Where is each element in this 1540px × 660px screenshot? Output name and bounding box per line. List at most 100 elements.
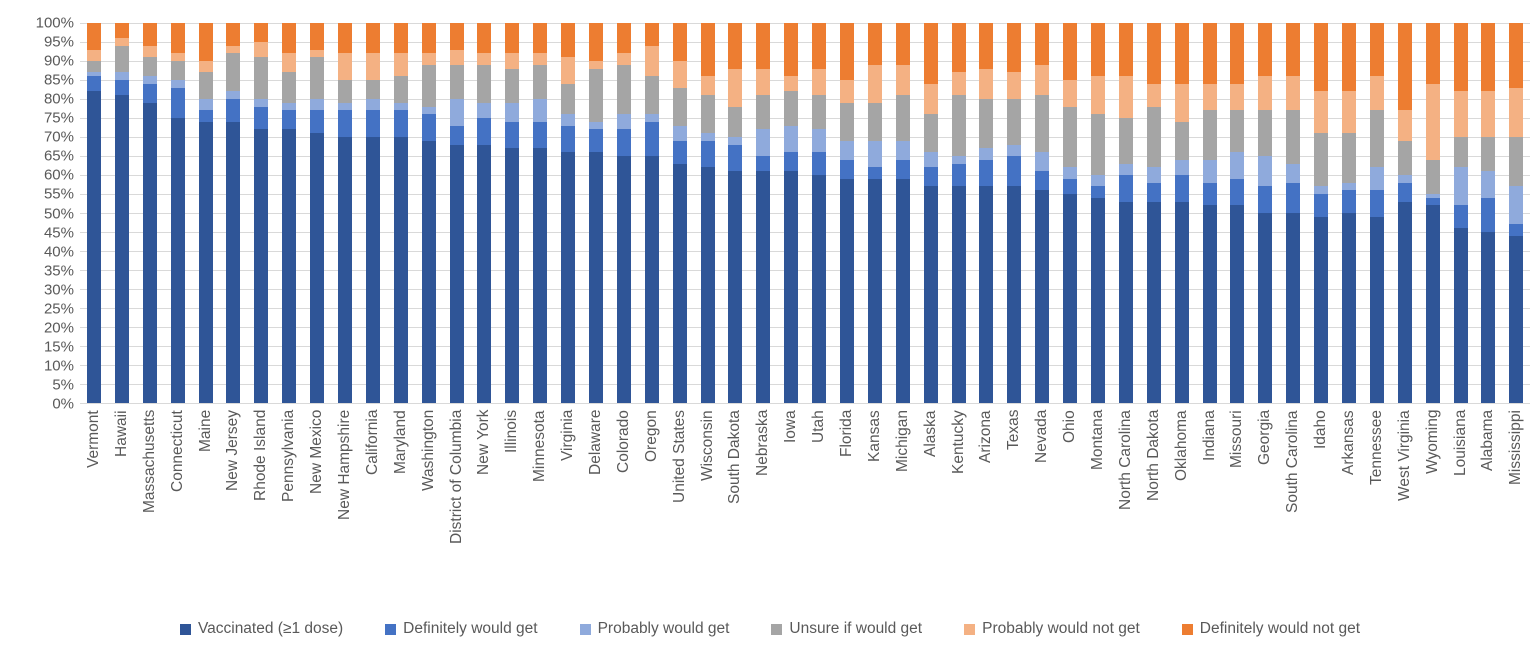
bar-segment bbox=[561, 125, 576, 153]
bar-segment bbox=[393, 137, 408, 403]
bar-segment bbox=[226, 53, 241, 92]
bar-segment bbox=[1425, 83, 1440, 160]
bar-segment bbox=[728, 171, 743, 403]
bar-segment bbox=[393, 23, 408, 54]
x-axis-label: Indiana bbox=[1200, 410, 1218, 461]
x-label-cell: New York bbox=[470, 410, 498, 606]
bar-new-hampshire bbox=[337, 23, 352, 403]
bar-segment bbox=[1481, 197, 1496, 232]
x-axis-label: Vermont bbox=[84, 410, 102, 468]
bar-georgia bbox=[1258, 23, 1273, 403]
bars-container bbox=[80, 23, 1530, 403]
bar-segment bbox=[1118, 163, 1133, 176]
bar-segment bbox=[254, 106, 269, 130]
y-tick-label: 5% bbox=[52, 376, 74, 394]
gridline bbox=[80, 61, 1530, 62]
bar-segment bbox=[561, 114, 576, 126]
bar-segment bbox=[895, 23, 910, 65]
bar-segment bbox=[1007, 144, 1022, 157]
bar-segment bbox=[365, 110, 380, 137]
x-axis-label: Rhode Island bbox=[252, 410, 270, 502]
bar-segment bbox=[979, 68, 994, 100]
bar-segment bbox=[142, 23, 157, 46]
bar-south-dakota bbox=[728, 23, 743, 403]
bar-rhode-island bbox=[254, 23, 269, 403]
x-axis-label: Missouri bbox=[1228, 410, 1246, 468]
x-label-cell: Alaska bbox=[917, 410, 945, 606]
bar-segment bbox=[812, 95, 827, 130]
bar-segment bbox=[1369, 110, 1384, 168]
bar-segment bbox=[505, 148, 520, 403]
bar-segment bbox=[421, 140, 436, 403]
bar-segment bbox=[421, 64, 436, 107]
bar-massachusetts bbox=[142, 23, 157, 403]
bar-segment bbox=[337, 80, 352, 103]
bar-segment bbox=[365, 80, 380, 100]
bar-column bbox=[387, 23, 415, 403]
bar-segment bbox=[784, 91, 799, 126]
bar-new-mexico bbox=[310, 23, 325, 403]
bar-segment bbox=[1397, 140, 1412, 176]
bar-segment bbox=[1314, 91, 1329, 134]
x-axis-label: New Mexico bbox=[308, 410, 326, 495]
x-label-cell: West Virginia bbox=[1391, 410, 1419, 606]
bar-segment bbox=[923, 114, 938, 153]
bar-nebraska bbox=[756, 23, 771, 403]
bar-column bbox=[638, 23, 666, 403]
bar-segment bbox=[1091, 186, 1105, 198]
bar-north-dakota bbox=[1146, 23, 1161, 403]
bar-segment bbox=[310, 49, 325, 58]
bar-segment bbox=[728, 68, 743, 107]
bar-segment bbox=[310, 23, 325, 50]
bar-segment bbox=[86, 72, 101, 77]
bar-new-york bbox=[477, 23, 492, 403]
x-axis-label: Nevada bbox=[1033, 410, 1051, 464]
bar-column bbox=[247, 23, 275, 403]
bar-segment bbox=[784, 152, 799, 172]
bar-column bbox=[359, 23, 387, 403]
bar-segment bbox=[1342, 133, 1357, 183]
x-label-cell: Mississippi bbox=[1502, 410, 1530, 606]
bar-segment bbox=[505, 53, 520, 69]
bar-column bbox=[331, 23, 359, 403]
bar-segment bbox=[226, 23, 241, 46]
bar-segment bbox=[979, 148, 994, 160]
bar-segment bbox=[616, 23, 631, 54]
y-tick-label: 60% bbox=[43, 166, 74, 184]
bar-segment bbox=[616, 129, 631, 156]
bar-tennessee bbox=[1369, 23, 1384, 403]
bar-segment bbox=[1481, 23, 1496, 92]
bar-column bbox=[1028, 23, 1056, 403]
bar-segment bbox=[1369, 216, 1384, 403]
plot-area bbox=[80, 23, 1530, 404]
gridline bbox=[80, 384, 1530, 385]
bar-segment bbox=[86, 23, 101, 50]
bar-segment bbox=[421, 106, 436, 115]
x-label-cell: New Hampshire bbox=[331, 410, 359, 606]
bar-column bbox=[526, 23, 554, 403]
bar-column bbox=[108, 23, 136, 403]
bar-segment bbox=[1369, 190, 1384, 217]
bar-segment bbox=[923, 186, 938, 403]
bar-segment bbox=[1286, 213, 1301, 403]
bar-segment bbox=[365, 137, 380, 403]
bar-segment bbox=[1314, 133, 1329, 187]
bar-segment bbox=[533, 23, 548, 54]
bar-segment bbox=[1314, 216, 1329, 403]
bar-segment bbox=[226, 45, 241, 54]
bar-segment bbox=[756, 23, 771, 69]
bar-segment bbox=[1007, 23, 1022, 73]
bar-wyoming bbox=[1425, 23, 1440, 403]
bar-column bbox=[136, 23, 164, 403]
bar-segment bbox=[1314, 194, 1329, 217]
bar-segment bbox=[1118, 175, 1133, 202]
bar-segment bbox=[365, 99, 380, 111]
bar-north-carolina bbox=[1118, 23, 1133, 403]
bar-segment bbox=[588, 129, 603, 153]
x-axis-label: South Carolina bbox=[1284, 410, 1302, 513]
legend-item: Vaccinated (≥1 dose) bbox=[179, 620, 343, 638]
x-axis-label: Alabama bbox=[1479, 410, 1497, 472]
bar-kansas bbox=[867, 23, 882, 403]
x-axis-label: Arizona bbox=[977, 410, 995, 463]
bar-segment bbox=[1258, 213, 1273, 403]
